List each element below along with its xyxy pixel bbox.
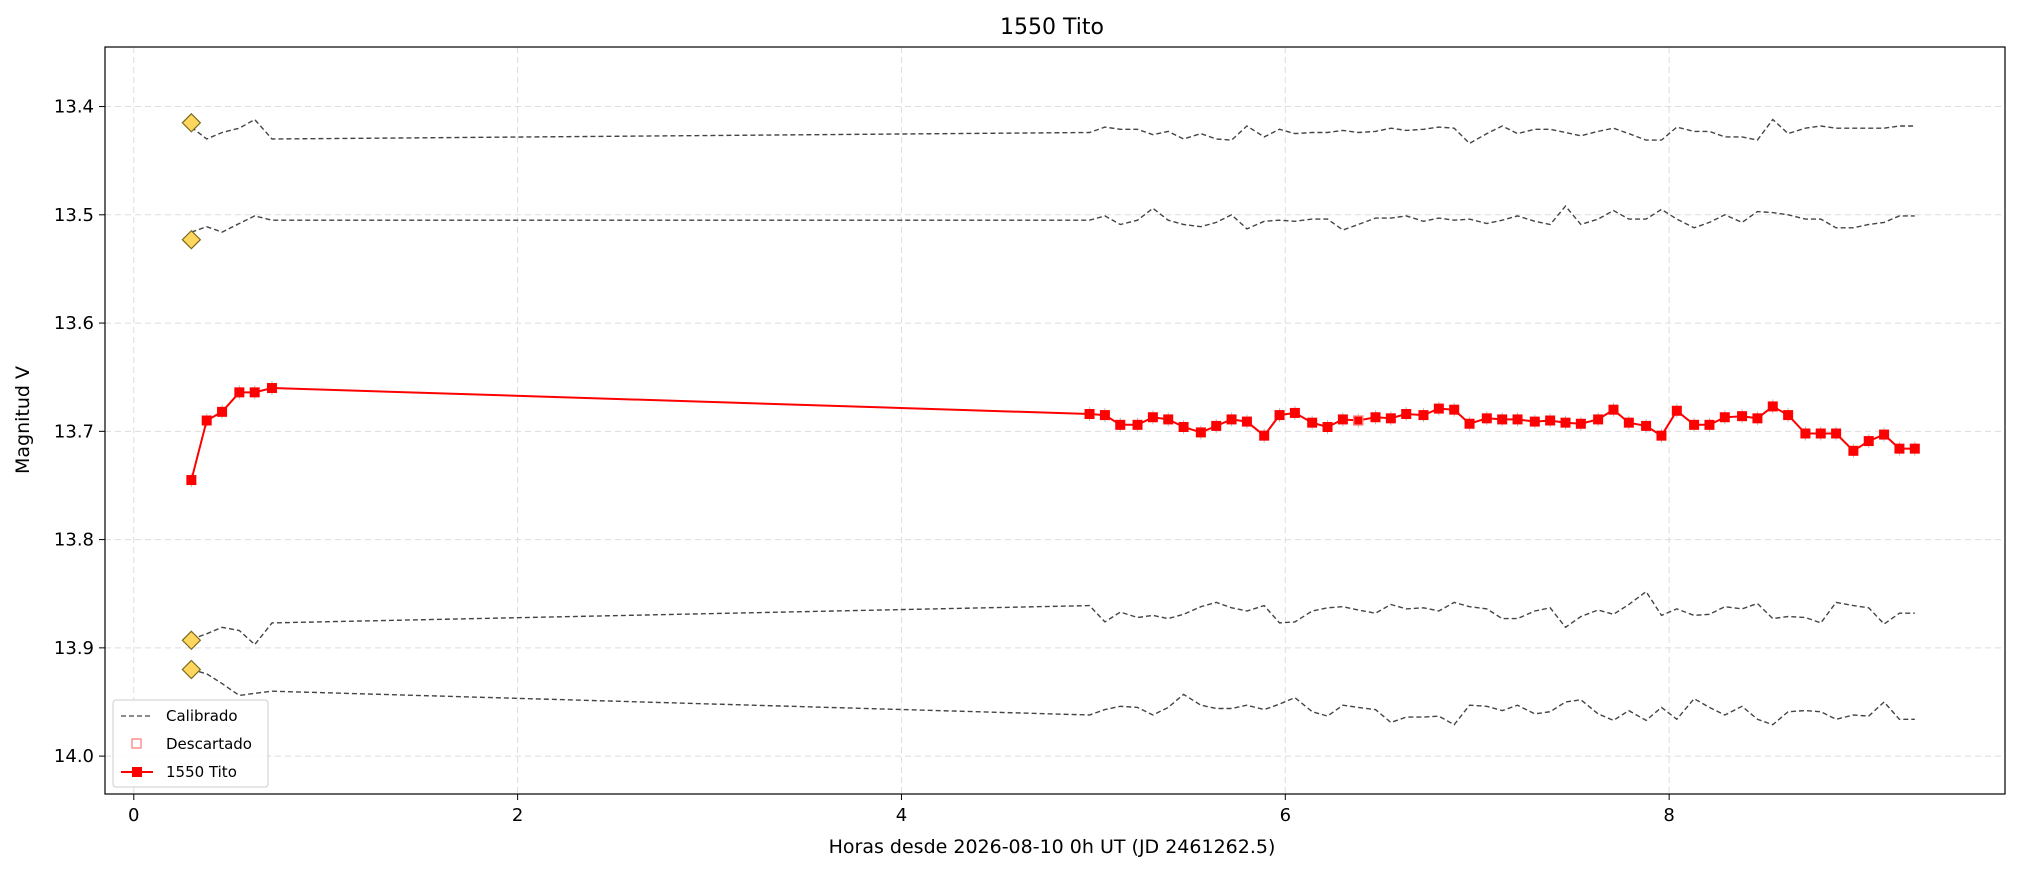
target-point: [1259, 430, 1270, 441]
x-tick-label: 2: [512, 805, 523, 826]
calibrado-series-group: [190, 118, 1915, 726]
calibrado-series-line: [191, 205, 1915, 233]
target-point: [1575, 418, 1586, 429]
axis-ticks: 0 2 4 6 8 13.4 13.5 13.6 13.7 13.8 13.9 14.0: [54, 97, 1675, 826]
target-point: [1385, 413, 1396, 424]
target-point: [1115, 419, 1126, 430]
target-point: [1449, 404, 1460, 415]
target-point: [1560, 417, 1571, 428]
target-point: [1719, 412, 1730, 423]
target-point: [1689, 419, 1700, 430]
y-axis-label: Magnitud V: [12, 366, 34, 474]
y-tick-label: 13.5: [54, 205, 94, 226]
legend-descartado-marker: [131, 738, 142, 749]
calibrado-series-line: [191, 668, 1915, 726]
target-point: [1163, 414, 1174, 425]
target-point: [1274, 410, 1285, 421]
target-point: [1433, 403, 1444, 414]
target-point: [1353, 415, 1364, 426]
target-point: [1195, 427, 1206, 438]
target-point: [1099, 410, 1110, 421]
target-point: [217, 406, 228, 417]
target-point: [1241, 416, 1252, 427]
target-point: [1704, 419, 1715, 430]
target-point: [1656, 430, 1667, 441]
target-point: [1545, 415, 1556, 426]
target-point: [186, 475, 197, 486]
x-tick-label: 8: [1663, 805, 1674, 826]
target-point: [1737, 411, 1748, 422]
x-tick-label: 6: [1280, 805, 1291, 826]
target-point: [1512, 414, 1523, 425]
x-tick-label: 0: [128, 805, 139, 826]
legend-target-marker: [132, 767, 142, 777]
target-point: [1481, 413, 1492, 424]
target-point: [1815, 428, 1826, 439]
target-point: [266, 383, 277, 394]
y-tick-label: 13.4: [54, 97, 94, 118]
target-point: [1497, 414, 1508, 425]
target-point: [1783, 410, 1794, 421]
calibrado-series-line: [191, 590, 1915, 646]
descartado-point: [1353, 415, 1364, 426]
x-axis-label: Horas desde 2026-08-10 0h UT (JD 2461262…: [829, 836, 1276, 858]
target-point: [1178, 421, 1189, 432]
target-point: [1464, 418, 1475, 429]
target-point: [234, 387, 245, 398]
reference-star-marker: [181, 659, 202, 680]
reference-stars-group: [181, 112, 202, 680]
target-point: [1879, 429, 1890, 440]
y-tick-label: 13.7: [54, 421, 94, 442]
legend-box: [112, 699, 269, 788]
target-point: [1084, 409, 1095, 420]
target-point: [1593, 414, 1604, 425]
chart-title: 1550 Tito: [1000, 15, 1104, 40]
target-point: [1752, 413, 1763, 424]
grid: [105, 47, 2005, 794]
target-point: [1608, 404, 1619, 415]
legend-calibrado-label: Calibrado: [166, 707, 238, 725]
target-point: [1641, 420, 1652, 431]
calibrado-series-line: [190, 118, 1915, 145]
target-point: [1848, 445, 1859, 456]
reference-star-marker: [181, 229, 202, 250]
target-point: [1211, 420, 1222, 431]
target-point: [1894, 443, 1905, 454]
target-point: [1147, 412, 1158, 423]
legend: Calibrado Descartado 1550 Tito: [112, 699, 269, 788]
target-series-group: [186, 381, 1920, 488]
reference-star-marker: [181, 630, 202, 651]
target-point: [1623, 417, 1634, 428]
legend-descartado-label: Descartado: [166, 735, 252, 753]
target-point: [1322, 421, 1333, 432]
target-point: [249, 387, 260, 398]
target-point: [1132, 419, 1143, 430]
y-tick-label: 13.8: [54, 530, 94, 551]
target-point: [1226, 414, 1237, 425]
target-point: [1800, 428, 1811, 439]
target-point: [1909, 443, 1920, 454]
y-tick-label: 14.0: [54, 746, 94, 767]
target-point: [1671, 405, 1682, 416]
target-point: [201, 415, 212, 426]
legend-target-label: 1550 Tito: [166, 763, 237, 781]
target-point: [1767, 401, 1778, 412]
target-point: [1418, 410, 1429, 421]
target-point: [1307, 417, 1318, 428]
y-tick-label: 13.6: [54, 313, 94, 334]
target-point: [1289, 407, 1300, 418]
target-point: [1370, 412, 1381, 423]
x-tick-label: 4: [896, 805, 907, 826]
reference-star-marker: [181, 112, 202, 133]
target-point: [1529, 416, 1540, 427]
target-point: [1831, 428, 1842, 439]
target-point: [1337, 414, 1348, 425]
target-point: [1401, 409, 1412, 420]
y-tick-label: 13.9: [54, 638, 94, 659]
plot-frame: [104, 46, 2006, 795]
target-point: [1863, 436, 1874, 447]
